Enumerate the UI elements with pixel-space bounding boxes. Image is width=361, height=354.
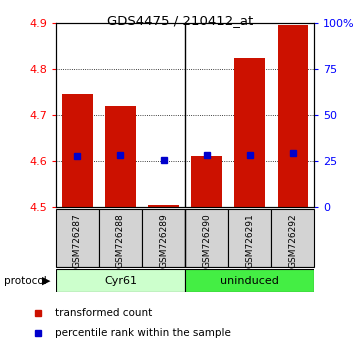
Text: protocol: protocol — [4, 275, 46, 286]
Text: GSM726288: GSM726288 — [116, 213, 125, 268]
Bar — [185, 209, 228, 267]
Bar — [142, 209, 185, 267]
Text: GSM726287: GSM726287 — [73, 213, 82, 268]
Bar — [62, 94, 92, 207]
Text: Cyr61: Cyr61 — [104, 275, 137, 286]
Bar — [99, 209, 142, 267]
Text: GSM726289: GSM726289 — [159, 213, 168, 268]
Bar — [228, 209, 271, 267]
Bar — [191, 156, 222, 207]
Bar — [148, 205, 179, 207]
Text: transformed count: transformed count — [56, 308, 153, 318]
Text: uninduced: uninduced — [220, 275, 279, 286]
Bar — [271, 209, 314, 267]
Bar — [235, 57, 265, 207]
Bar — [185, 269, 314, 292]
Text: GSM726291: GSM726291 — [245, 213, 254, 268]
Bar — [56, 269, 185, 292]
Text: percentile rank within the sample: percentile rank within the sample — [56, 328, 231, 338]
Text: ▶: ▶ — [42, 275, 51, 286]
Text: GSM726290: GSM726290 — [202, 213, 211, 268]
Bar — [56, 209, 99, 267]
Bar — [105, 106, 135, 207]
Bar — [278, 25, 308, 207]
Text: GSM726292: GSM726292 — [288, 213, 297, 268]
Text: GDS4475 / 210412_at: GDS4475 / 210412_at — [107, 14, 254, 27]
